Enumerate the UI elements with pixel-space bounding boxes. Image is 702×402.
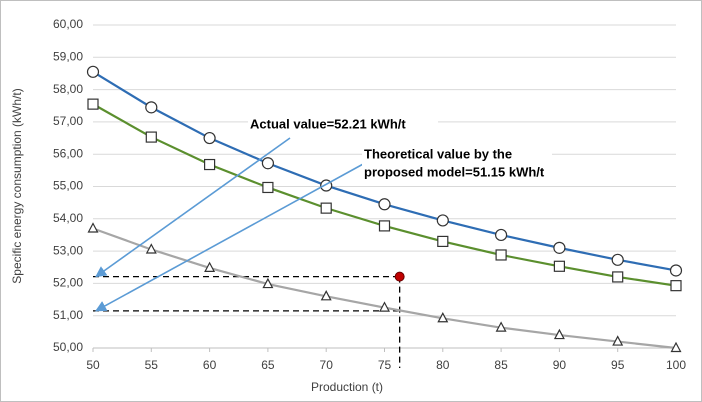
- point-marker: [261, 157, 274, 170]
- annotation-arrow: [95, 162, 366, 312]
- actual-point: [394, 271, 405, 282]
- point-marker: [670, 341, 682, 353]
- x-tick-label: 95: [611, 358, 625, 372]
- x-tick-label: 50: [86, 358, 100, 372]
- point-marker: [612, 271, 624, 283]
- y-tick-label: 51,00: [53, 308, 83, 322]
- point-marker: [495, 321, 507, 332]
- point-marker: [320, 290, 332, 301]
- x-tick-label: 75: [378, 358, 392, 372]
- point-marker: [553, 241, 566, 254]
- annotation-bg: [362, 164, 552, 182]
- x-tick-label: 100: [666, 358, 686, 372]
- annotation: Theoretical value by the: [364, 146, 512, 161]
- point-marker: [87, 98, 99, 110]
- x-tick-label: 55: [145, 358, 159, 372]
- point-marker: [495, 228, 508, 242]
- point-marker: [553, 260, 566, 272]
- annotation-arrow: [95, 137, 291, 278]
- y-tick-label: 53,00: [53, 243, 83, 257]
- x-tick-label: 90: [553, 358, 567, 372]
- point-marker: [495, 249, 507, 261]
- point-marker: [204, 158, 216, 171]
- point-marker: [262, 277, 274, 289]
- point-marker: [669, 264, 683, 277]
- y-tick-label: 54,00: [53, 211, 83, 225]
- y-tick-label: 59,00: [53, 49, 83, 63]
- x-tick-label: 65: [261, 358, 275, 372]
- point-marker: [378, 198, 391, 211]
- point-marker: [145, 243, 157, 254]
- point-marker: [145, 131, 157, 143]
- point-marker: [553, 328, 565, 340]
- point-marker: [611, 253, 624, 266]
- y-axis-title: Specific energy consumption (kWh/t): [10, 88, 24, 283]
- annotation-bg: [362, 146, 552, 164]
- point-marker: [320, 202, 332, 214]
- point-marker: [379, 301, 390, 312]
- x-tick-label: 70: [320, 358, 334, 372]
- point-marker: [203, 131, 216, 145]
- y-tick-label: 57,00: [53, 114, 83, 128]
- point-marker: [437, 312, 449, 323]
- point-marker: [436, 214, 449, 227]
- annotation: Actual value=52.21 kWh/t: [250, 116, 406, 131]
- point-marker: [670, 280, 682, 292]
- y-tick-label: 58,00: [53, 82, 83, 96]
- x-tick-label: 80: [436, 358, 450, 372]
- y-tick-label: 50,00: [53, 340, 83, 354]
- x-axis-title: Production (t): [311, 380, 383, 394]
- point-marker: [437, 235, 449, 248]
- point-marker: [378, 220, 391, 232]
- point-marker: [145, 101, 158, 114]
- y-tick-label: 60,00: [53, 17, 83, 31]
- x-tick-label: 60: [203, 358, 217, 372]
- y-tick-label: 56,00: [53, 146, 83, 160]
- point-marker: [87, 222, 99, 233]
- point-marker: [612, 335, 624, 346]
- point-marker: [262, 181, 274, 194]
- x-tick-label: 85: [494, 358, 508, 372]
- y-tick-label: 52,00: [53, 276, 83, 290]
- point-marker: [86, 65, 100, 78]
- annotation: proposed model=51.15 kWh/t: [364, 164, 545, 179]
- point-marker: [204, 261, 216, 272]
- y-tick-label: 55,00: [53, 179, 83, 193]
- annotation-bg: [248, 116, 438, 134]
